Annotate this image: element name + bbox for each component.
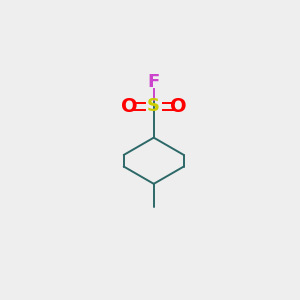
Text: O: O	[170, 97, 186, 116]
Text: O: O	[121, 97, 138, 116]
Text: F: F	[148, 73, 160, 91]
Text: S: S	[147, 98, 160, 116]
